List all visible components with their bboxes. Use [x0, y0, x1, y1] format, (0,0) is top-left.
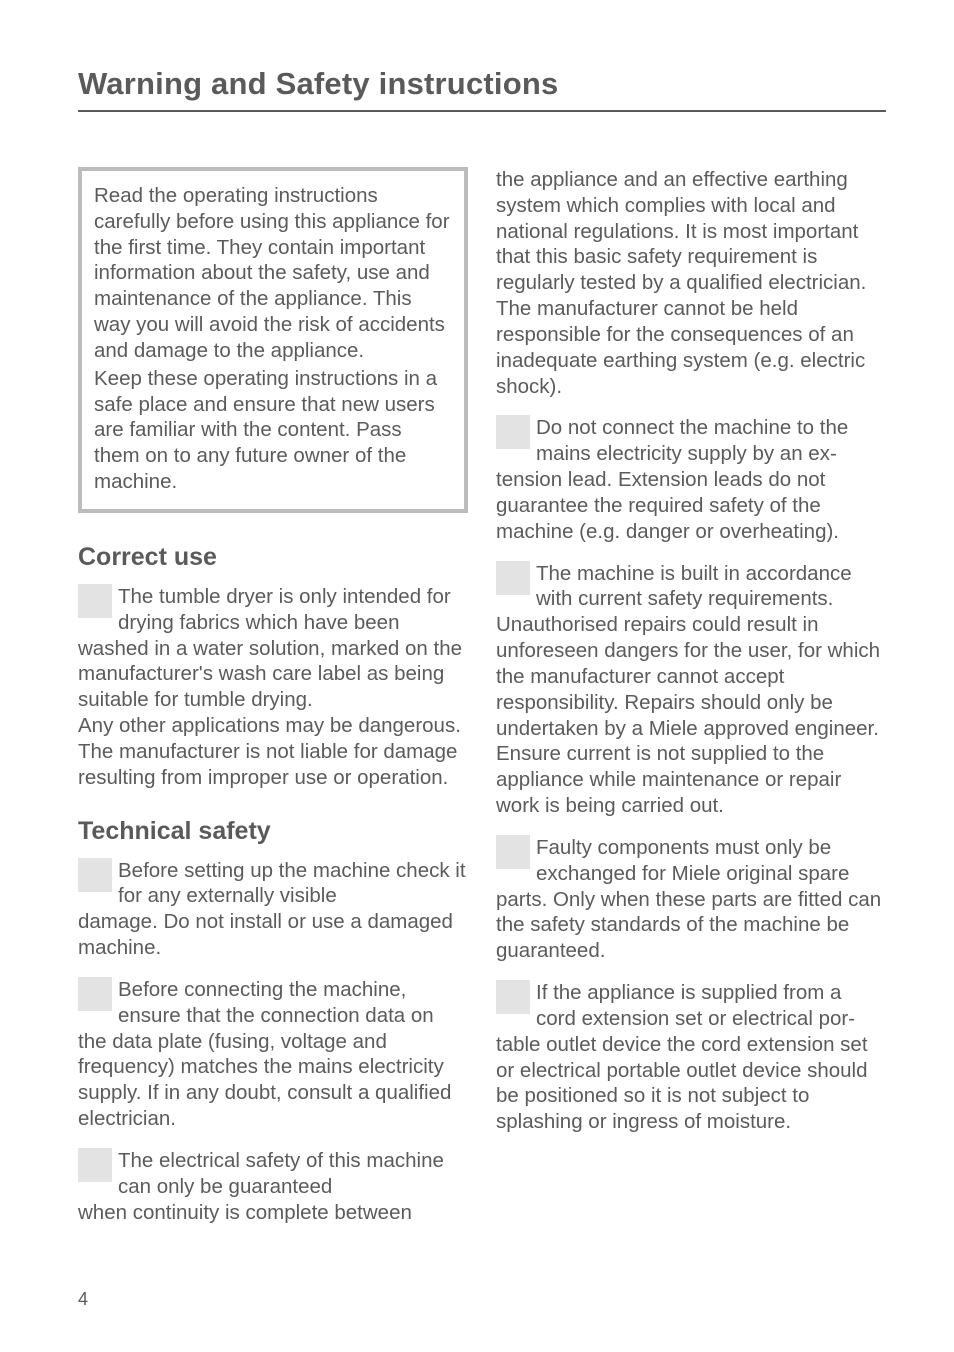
square-bullet-icon — [496, 561, 530, 595]
square-bullet-icon — [78, 977, 112, 1011]
square-bullet-icon — [78, 858, 112, 892]
correct-use-cont: washed in a water solution, marked on th… — [78, 636, 468, 791]
correct-use-lead: The tumble dryer is only intended for dr… — [118, 584, 468, 636]
callout-para-1: Read the operating instructions carefull… — [94, 183, 452, 364]
intro-callout: Read the operating instructions carefull… — [78, 167, 468, 513]
right-column: the appliance and an effective earthing … — [496, 167, 886, 1225]
correct-use-block: The tumble dryer is only intended for dr… — [78, 584, 468, 791]
r4-cont: table outlet device the cord extension s… — [496, 1032, 886, 1135]
right-block-4: If the appliance is supplied from a cord… — [496, 980, 886, 1135]
heading-correct-use: Correct use — [78, 543, 468, 572]
content-columns: Read the operating instructions carefull… — [78, 167, 886, 1225]
r4-lead: If the appliance is supplied from a cord… — [536, 980, 886, 1032]
tech1-lead: Before setting up the machine check it f… — [118, 858, 468, 910]
right-block-2: The machine is built in accordance with … — [496, 561, 886, 819]
tech3-lead: The electrical safety of this machine ca… — [118, 1148, 468, 1200]
tech-block-3: The electrical safety of this machine ca… — [78, 1148, 468, 1225]
r3-cont: parts. Only when these parts are fitted … — [496, 887, 886, 964]
tech2-cont: the data plate (fusing, voltage and freq… — [78, 1029, 468, 1132]
tech-block-2: Before connecting the machine, ensure th… — [78, 977, 468, 1132]
square-bullet-icon — [78, 1148, 112, 1182]
r2-cont: Unauthorised repairs could result in unf… — [496, 612, 886, 819]
callout-para-2: Keep these operating instructions in a s… — [94, 366, 452, 495]
right-block-1: Do not connect the machine to the mains … — [496, 415, 886, 544]
left-column: Read the operating instructions carefull… — [78, 167, 468, 1225]
right-top-para: the appliance and an effective earthing … — [496, 167, 886, 399]
heading-technical-safety: Technical safety — [78, 817, 468, 846]
tech3-cont: when continuity is complete between — [78, 1200, 468, 1226]
square-bullet-icon — [496, 980, 530, 1014]
r3-lead: Faulty components must only be exchanged… — [536, 835, 886, 887]
title-rule — [78, 110, 886, 112]
tech1-cont: damage. Do not install or use a damaged … — [78, 909, 468, 961]
square-bullet-icon — [496, 415, 530, 449]
tech2-lead: Before connecting the machine, ensure th… — [118, 977, 468, 1029]
right-block-3: Faulty components must only be exchanged… — [496, 835, 886, 964]
page-number: 4 — [78, 1289, 88, 1310]
square-bullet-icon — [78, 584, 112, 618]
r2-lead: The machine is built in accordance with … — [536, 561, 886, 613]
r1-lead: Do not connect the machine to the mains … — [536, 415, 886, 467]
r1-cont: tension lead. Extension leads do not gua… — [496, 467, 886, 544]
page-title: Warning and Safety instructions — [78, 66, 886, 102]
tech-block-1: Before setting up the machine check it f… — [78, 858, 468, 961]
square-bullet-icon — [496, 835, 530, 869]
